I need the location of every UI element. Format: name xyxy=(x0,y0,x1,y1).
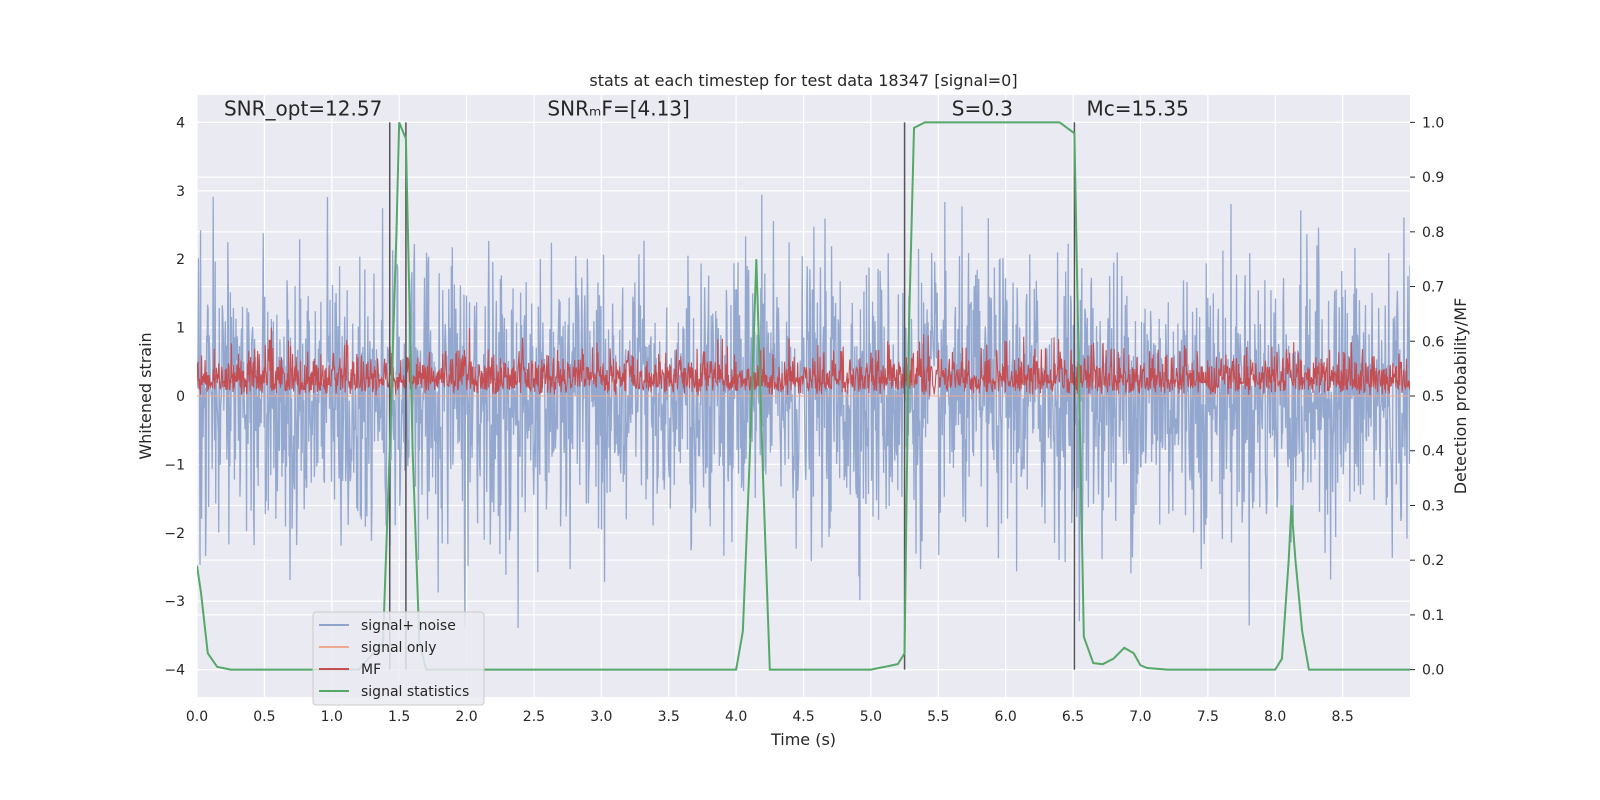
legend-box xyxy=(312,611,485,706)
y2-tick-label: 0.0 xyxy=(1422,663,1444,679)
y2-tick-label: 0.2 xyxy=(1422,553,1444,569)
y-tick-label: −3 xyxy=(164,594,185,610)
y2-tick-label: 0.6 xyxy=(1422,334,1444,350)
y-axis-label: Whitened strain xyxy=(136,332,155,459)
annotations: SNR_opt=12.57 SNRₘF=[4.13] S=0.3 Mᴄ=15.35 xyxy=(224,97,1189,121)
x-tick-label: 4.5 xyxy=(792,709,814,725)
x-tick-label: 1.0 xyxy=(321,709,343,725)
y2-tick-label: 0.9 xyxy=(1422,170,1444,186)
x-tick-label: 0.0 xyxy=(186,709,208,725)
y2-tick-label: 0.3 xyxy=(1422,498,1444,514)
x-tick-label: 6.5 xyxy=(1062,709,1084,725)
chart-title: stats at each timestep for test data 183… xyxy=(589,71,1017,90)
y-tick-label: 1 xyxy=(176,321,185,337)
plot-content xyxy=(197,121,1410,671)
legend-entry: signal only xyxy=(361,640,436,656)
x-tick-label: 5.0 xyxy=(860,709,882,725)
x-tick-label: 7.0 xyxy=(1129,709,1151,725)
y-tick-label: 3 xyxy=(176,184,185,200)
annotation-snr-opt: SNR_opt=12.57 xyxy=(224,97,382,121)
legend-entry: signal statistics xyxy=(361,684,469,700)
x-tick-label: 3.5 xyxy=(658,709,680,725)
x-tick-label: 5.5 xyxy=(927,709,949,725)
x-tick-label: 8.5 xyxy=(1331,709,1353,725)
y-axis-left: 4 3 2 1 0 −1 −2 −3 −4 xyxy=(164,115,185,678)
x-tick-label: 2.5 xyxy=(523,709,545,725)
series-signal-noise-line xyxy=(197,194,1410,628)
y2-tick-label: 0.8 xyxy=(1422,225,1444,241)
y-tick-label: −1 xyxy=(164,457,185,473)
y-tick-label: −2 xyxy=(164,526,185,542)
x-tick-label: 7.5 xyxy=(1197,709,1219,725)
annotation-mc-value: Mᴄ=15.35 xyxy=(1087,97,1189,121)
y-axis-right: 1.0 0.9 0.8 0.7 0.6 0.5 0.4 0.3 0.2 0.1 0.0 xyxy=(1410,115,1444,679)
x-tick-label: 6.0 xyxy=(995,709,1017,725)
x-tick-label: 2.0 xyxy=(455,709,477,725)
annotation-s-value: S=0.3 xyxy=(952,97,1013,121)
legend: signal+ noise signal only MF signal statist… xyxy=(312,611,485,706)
x-tick-label: 4.0 xyxy=(725,709,747,725)
x-tick-label: 8.0 xyxy=(1264,709,1286,725)
legend-entry: signal+ noise xyxy=(361,618,456,634)
x-tick-label: 3.0 xyxy=(590,709,612,725)
series-signal-statistics-line xyxy=(197,121,1410,671)
x-axis: 0.0 0.5 1.0 1.5 2.0 2.5 3.0 3.5 4.0 4.5 5.0 5.5 6.0 6… xyxy=(186,709,1354,725)
y-tick-label: 0 xyxy=(176,389,185,405)
series-mf-line xyxy=(197,327,1410,396)
y-tick-label: 4 xyxy=(176,115,185,131)
y2-tick-label: 0.4 xyxy=(1422,444,1444,460)
x-tick-label: 0.5 xyxy=(253,709,275,725)
y2-tick-label: 0.5 xyxy=(1422,389,1444,405)
x-axis-label: Time (s) xyxy=(770,730,836,749)
y-tick-label: −4 xyxy=(164,663,185,679)
y2-tick-label: 1.0 xyxy=(1422,115,1444,131)
legend-entry: MF xyxy=(361,662,381,678)
y2-tick-label: 0.1 xyxy=(1422,608,1444,624)
x-tick-label: 1.5 xyxy=(388,709,410,725)
y-tick-label: 2 xyxy=(176,252,185,268)
y2-tick-label: 0.7 xyxy=(1422,280,1444,296)
annotation-snr-mf: SNRₘF=[4.13] xyxy=(547,97,689,121)
y-axis-label-right: Detection probability/MF xyxy=(1451,298,1470,495)
